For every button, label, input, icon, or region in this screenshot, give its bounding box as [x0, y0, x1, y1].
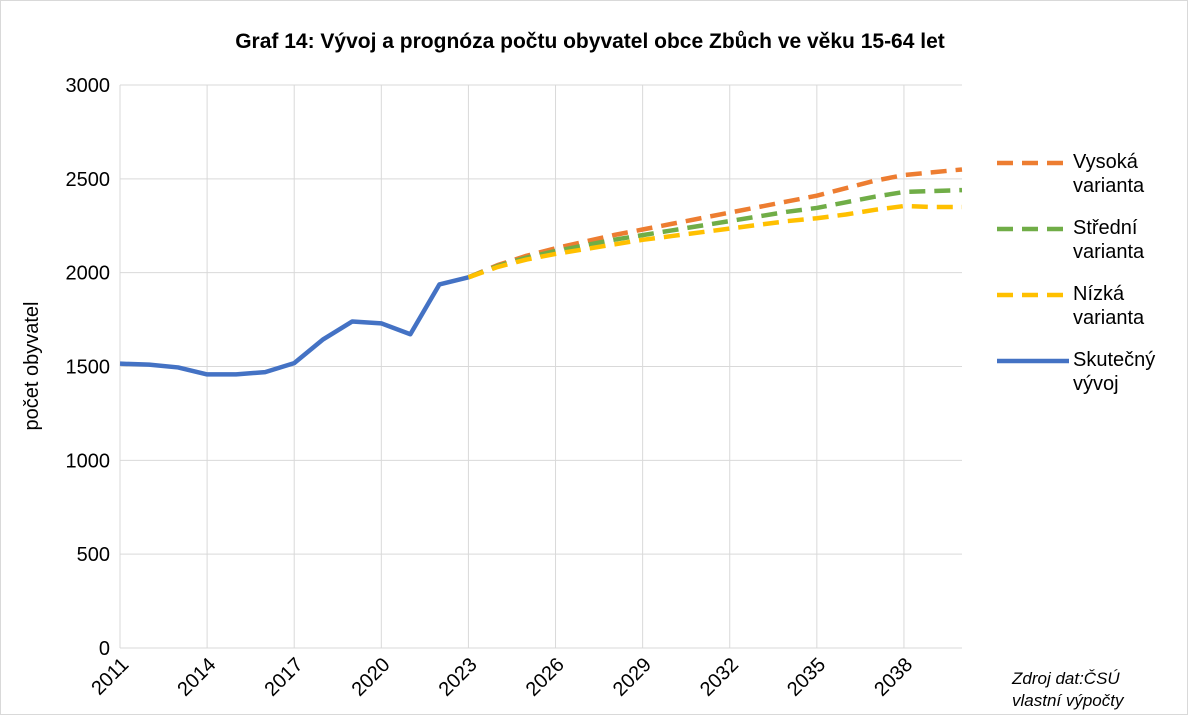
x-tick-label: 2023	[435, 654, 482, 701]
y-tick-label: 2000	[66, 263, 111, 285]
legend-item: Střední varianta	[995, 216, 1185, 282]
chart-title: Graf 14: Vývoj a prognóza počtu obyvatel…	[235, 30, 945, 53]
legend-item: Skutečný vývoj	[995, 348, 1185, 414]
y-tick-label: 500	[77, 544, 110, 566]
y-axis-label: počet obyvatel	[21, 302, 43, 431]
legend-swatch	[997, 226, 1069, 232]
x-tick-label: 2020	[348, 654, 395, 701]
legend-item: Vysoká varianta	[995, 150, 1185, 216]
x-tick-label: 2017	[260, 654, 307, 701]
y-tick-label: 2500	[66, 169, 111, 191]
legend-label: Skutečný vývoj	[1073, 349, 1156, 395]
legend-item: Nízká varianta	[995, 282, 1185, 348]
x-tick-label: 2029	[609, 654, 656, 701]
x-tick-label: 2026	[522, 654, 569, 701]
x-tick-label: 2035	[783, 654, 830, 701]
x-tick-label: 2038	[870, 654, 917, 701]
source-note: Zdroj dat:ČSÚ vlastní výpočty	[1012, 669, 1124, 710]
series-line	[467, 167, 963, 280]
x-tick-label: 2032	[696, 654, 743, 701]
legend-label: Vysoká varianta	[1073, 151, 1145, 197]
y-tick-label: 1000	[66, 450, 111, 472]
legend-swatch	[997, 292, 1069, 298]
series-line	[119, 275, 469, 377]
legend: Vysoká varianta Střední varianta Nízká var…	[995, 150, 1185, 414]
legend-swatch	[997, 160, 1069, 166]
x-tick-label: 2014	[173, 654, 220, 701]
y-tick-label: 1500	[66, 357, 111, 379]
legend-label: Střední varianta	[1073, 217, 1145, 263]
series-line	[467, 203, 962, 280]
series-line	[467, 187, 963, 280]
y-tick-label: 3000	[66, 75, 111, 97]
legend-label: Nízká varianta	[1073, 283, 1145, 329]
x-tick-label: 2011	[87, 654, 133, 700]
legend-swatch	[997, 358, 1069, 364]
y-tick-label: 0	[99, 638, 110, 660]
